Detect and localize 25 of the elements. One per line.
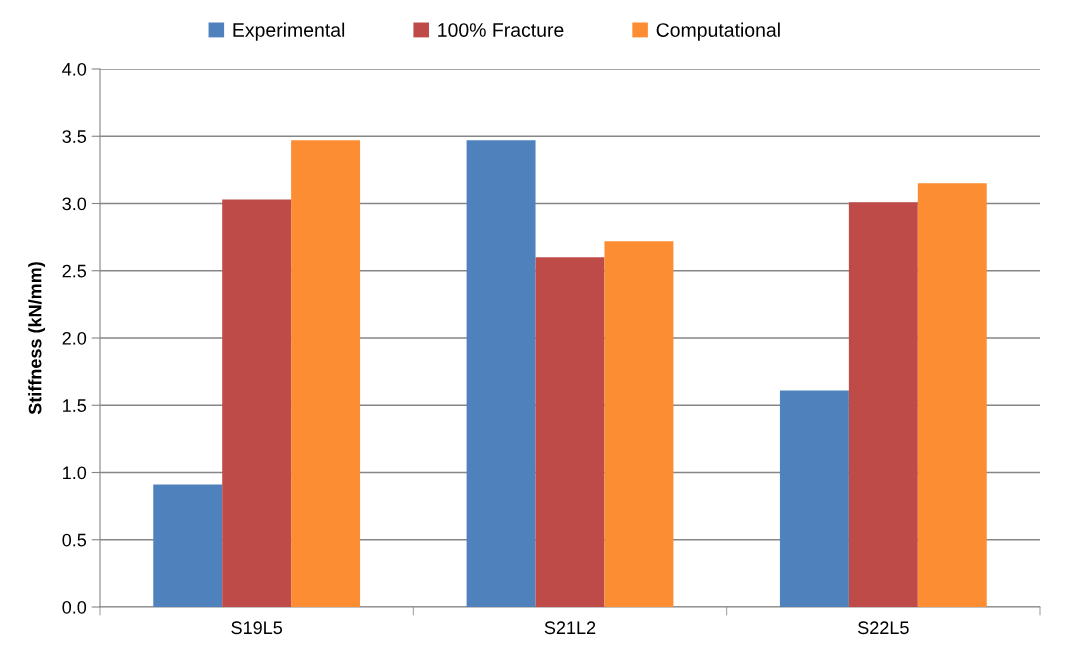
bar [848,202,918,607]
bar [153,484,223,607]
y-tick-label: 4.0 [62,62,87,76]
legend-label: Experimental [233,22,345,41]
bar [291,140,361,607]
y-tick-label: 3.5 [62,130,87,143]
y-tick-label: 1.0 [63,466,87,480]
y-tick-label: 2.0 [62,331,87,345]
bar [535,257,605,607]
y-tick-label: 1.5 [63,399,87,412]
bar [917,183,987,607]
y-tick-label: 2.5 [62,264,87,278]
bar [779,390,849,607]
x-tick-label: S19L5 [231,621,283,635]
legend-label: 100% Fracture [438,23,564,37]
bar [466,140,536,607]
legend-label: Computational [656,22,780,41]
y-tick-label: 0.0 [62,600,87,614]
y-tick-label: 3.0 [62,197,87,211]
x-tick-label: S21L2 [544,621,596,635]
y-axis-title: Stiffness (kN/mm) [28,262,46,415]
y-tick-label: 0.5 [62,533,87,547]
bar [604,241,674,607]
bar [222,199,292,607]
x-tick-label: S22L5 [858,621,909,635]
